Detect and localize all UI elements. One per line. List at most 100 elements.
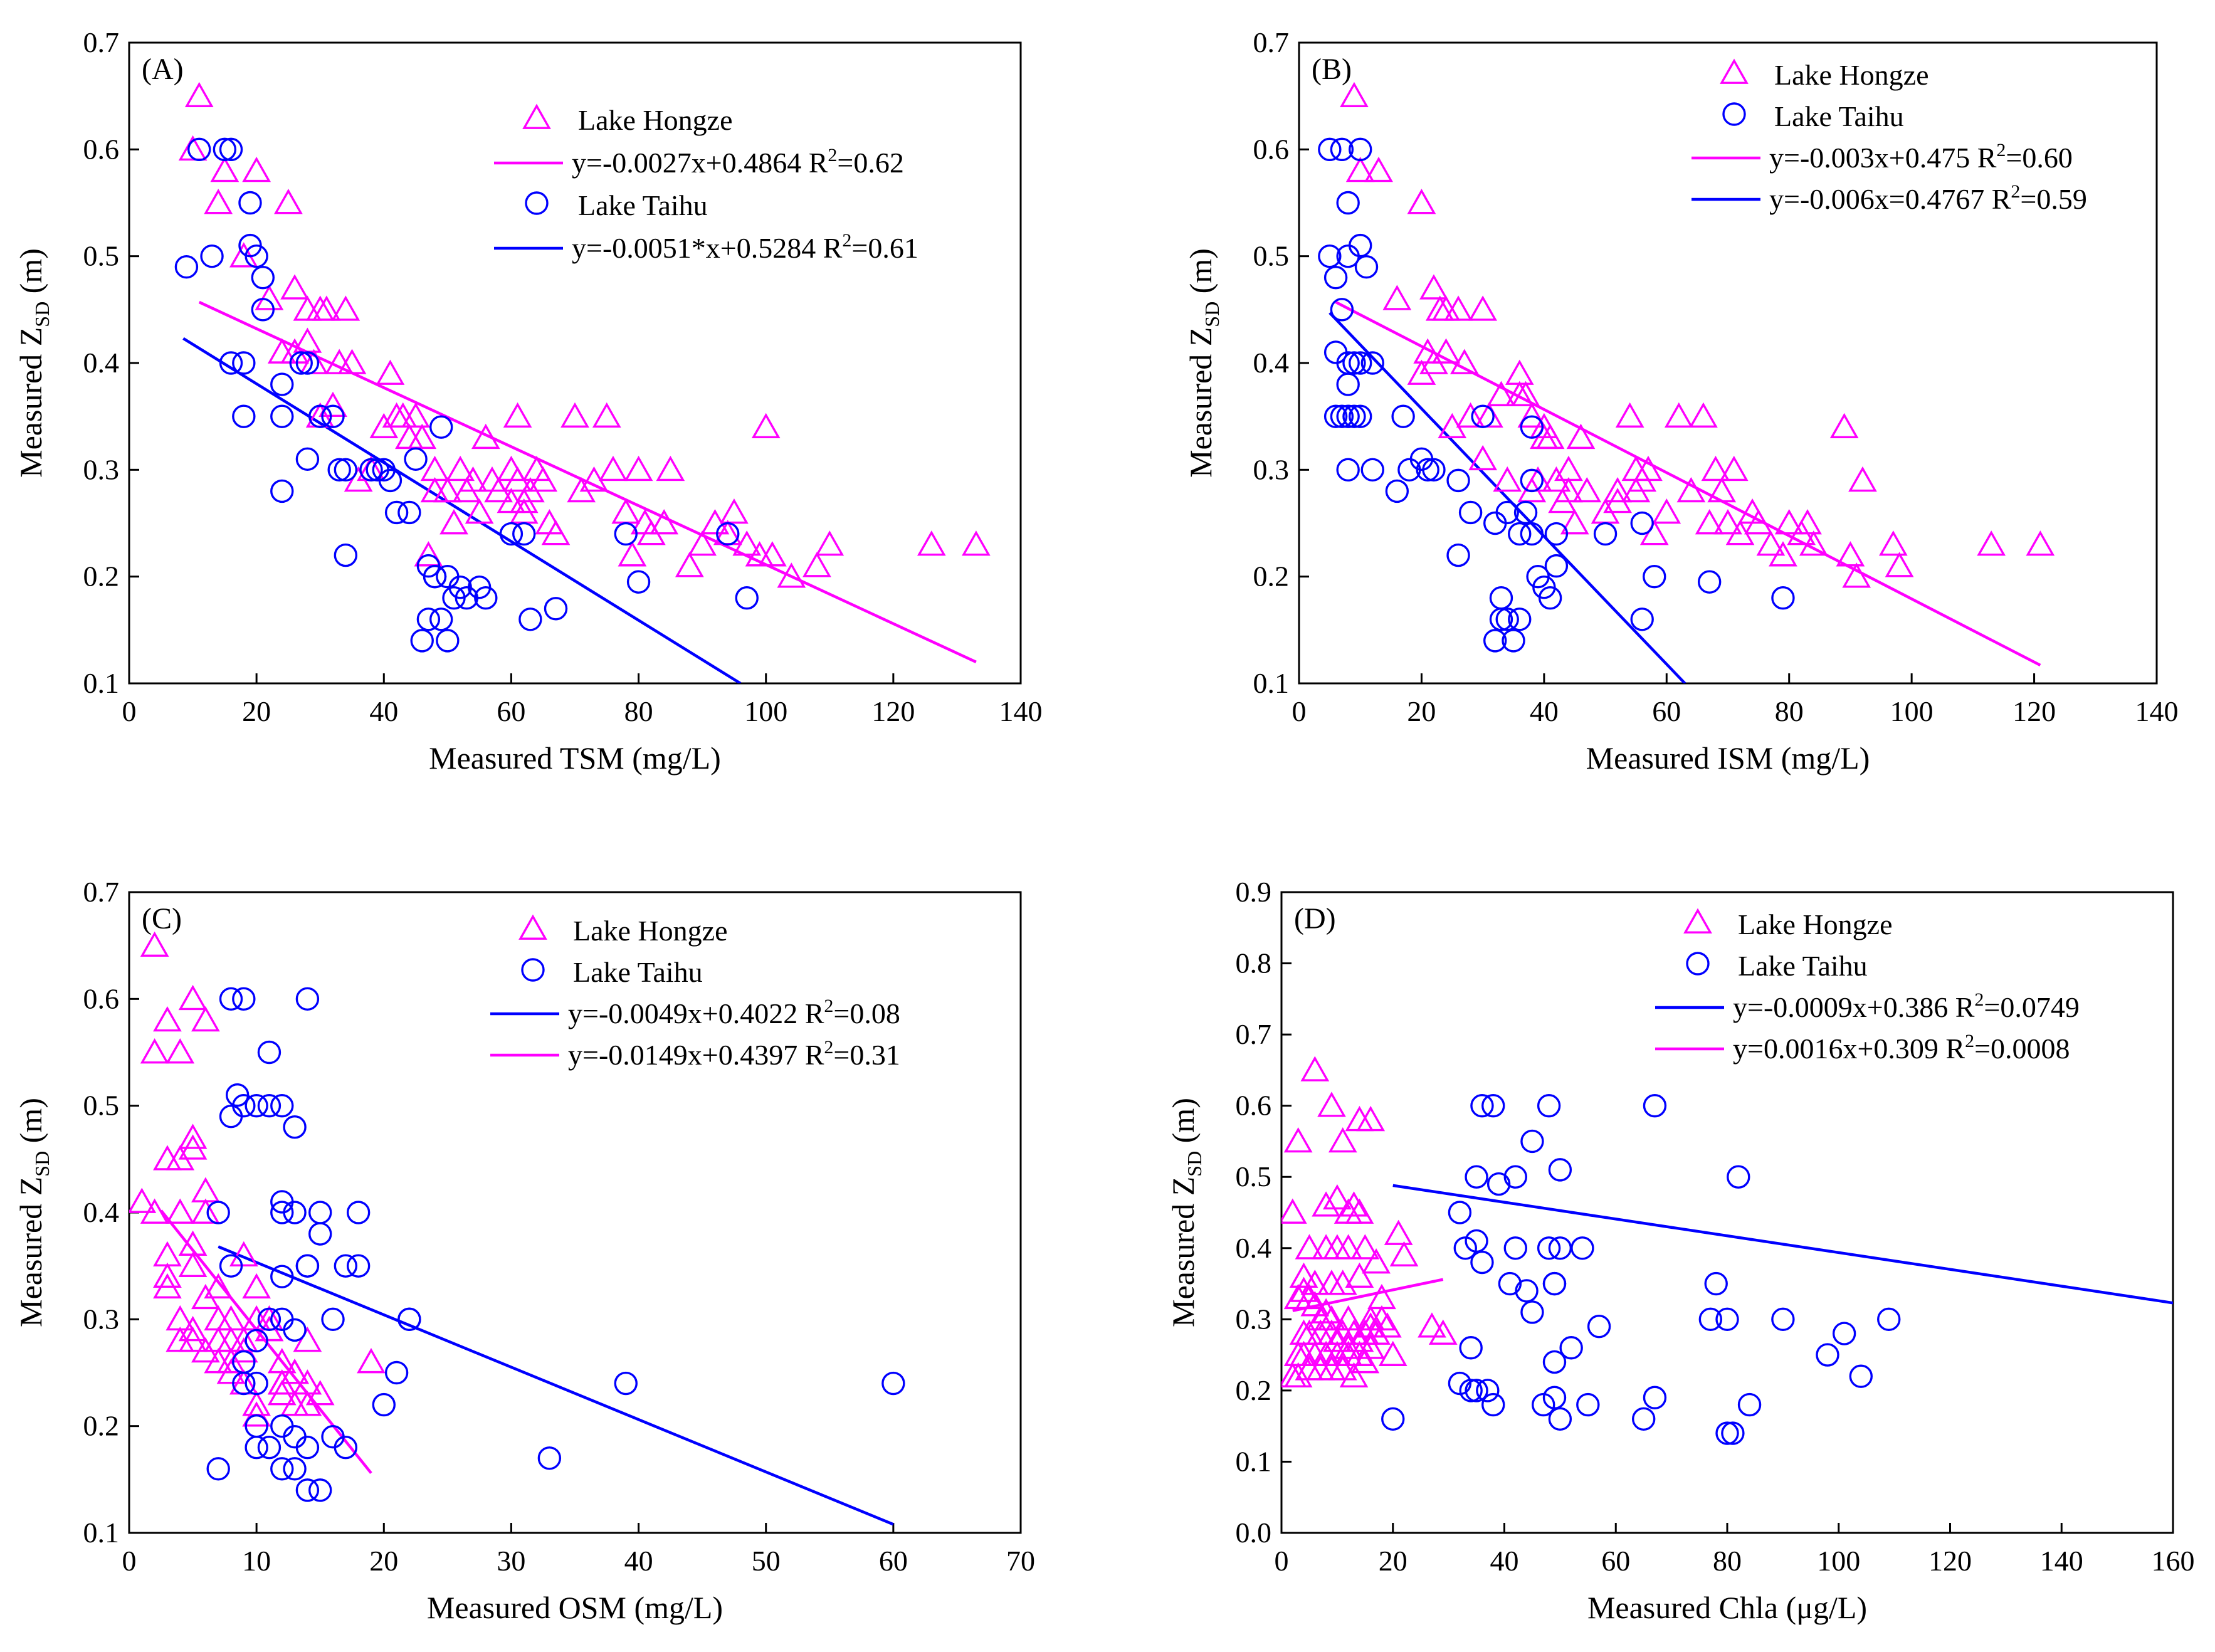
- data-point-triangle: [1328, 1355, 1357, 1381]
- data-point-circle: [251, 266, 275, 290]
- y-tick-label: 0.6: [1253, 133, 1290, 165]
- data-point-circle: [1481, 1392, 1505, 1417]
- x-tick-label: 140: [2040, 1545, 2083, 1577]
- data-point-triangle: [153, 1241, 182, 1266]
- legend-label: y=-0.003x+0.475 R2=0.60: [1769, 140, 2073, 174]
- y-axis-label-unit: (m): [13, 1098, 48, 1151]
- data-point-circle: [1631, 1407, 1656, 1431]
- data-point-triangle: [1878, 530, 1908, 556]
- legend-label: y=-0.0009x+0.386 R2=0.0749: [1733, 989, 2080, 1023]
- data-point-triangle: [1695, 509, 1724, 535]
- fit-line: [1328, 312, 1686, 683]
- data-point-triangle: [1407, 189, 1436, 214]
- x-tick-label: 40: [1530, 695, 1559, 727]
- data-layer: [1318, 82, 2055, 683]
- x-axis-label: Measured Chla (μg/L): [1587, 1590, 1867, 1625]
- data-point-circle: [1542, 1386, 1567, 1409]
- data-point-circle: [219, 987, 243, 1011]
- data-point-circle: [1520, 415, 1544, 439]
- data-point-triangle: [458, 466, 488, 492]
- data-point-triangle: [1505, 359, 1534, 385]
- data-point-circle: [1508, 608, 1532, 631]
- data-point-triangle: [802, 552, 831, 577]
- data-point-circle: [1520, 468, 1544, 493]
- data-point-triangle: [325, 349, 354, 374]
- data-point-circle: [1323, 266, 1348, 290]
- y-tick-label: 0.9: [1236, 876, 1272, 908]
- data-point-triangle: [293, 1391, 322, 1416]
- x-tick-label: 120: [871, 695, 915, 727]
- y-tick-label: 0.3: [1236, 1303, 1272, 1335]
- data-point-triangle: [1848, 466, 1877, 492]
- x-tick-label: 100: [744, 695, 787, 727]
- data-point-circle: [1576, 1392, 1600, 1417]
- data-point-circle: [270, 1457, 294, 1481]
- x-tick-label: 120: [1928, 1545, 1972, 1577]
- data-point-circle: [1360, 458, 1384, 482]
- data-point-triangle: [280, 1359, 309, 1384]
- x-tick-label: 60: [879, 1545, 908, 1577]
- data-point-circle: [245, 1436, 268, 1460]
- data-point-circle: [397, 500, 421, 525]
- data-point-triangle: [1744, 509, 1773, 535]
- data-point-triangle: [191, 1198, 220, 1224]
- data-point-triangle: [1842, 562, 1871, 588]
- legend-equation-tail: =0.31: [833, 1039, 900, 1071]
- legend-equation: y=-0.003x+0.475 R: [1769, 142, 1997, 174]
- x-tick-label: 0: [122, 1545, 137, 1577]
- data-point-triangle: [204, 189, 233, 214]
- data-point-triangle: [129, 1187, 157, 1213]
- data-point-triangle: [1367, 1283, 1396, 1310]
- data-point-triangle: [1560, 509, 1589, 535]
- data-point-circle: [499, 522, 523, 546]
- data-point-circle: [308, 1478, 332, 1502]
- data-point-triangle: [1554, 476, 1583, 503]
- legend-label: y=-0.0027x+0.4864 R2=0.62: [572, 145, 904, 179]
- data-point-circle: [1643, 1093, 1667, 1118]
- x-tick-label: 40: [1490, 1545, 1519, 1577]
- data-point-triangle: [1283, 1362, 1313, 1388]
- data-point-triangle: [280, 274, 309, 300]
- data-point-circle: [238, 233, 262, 258]
- data-point-circle: [1465, 1379, 1488, 1402]
- data-point-triangle: [1486, 381, 1516, 406]
- data-point-triangle: [1505, 381, 1534, 406]
- data-point-circle: [238, 191, 262, 215]
- data-point-circle: [1470, 1093, 1494, 1118]
- x-tick-label: 50: [752, 1545, 781, 1577]
- legend-label: Lake Taihu: [1774, 100, 1904, 132]
- data-point-circle: [1643, 1386, 1667, 1409]
- y-tick-label: 0.4: [1253, 347, 1290, 379]
- data-point-triangle: [592, 402, 621, 428]
- x-tick-label: 0: [122, 695, 137, 727]
- data-point-triangle: [1689, 402, 1718, 428]
- legend-equation-tail: =0.60: [2006, 142, 2072, 174]
- data-point-circle: [232, 351, 256, 375]
- y-axis-label-subscript: SD: [1201, 302, 1223, 327]
- y-axis-label-unit: (m): [13, 248, 48, 302]
- data-point-triangle: [1664, 402, 1693, 428]
- data-point-triangle: [191, 1177, 220, 1202]
- y-tick-label: 0.6: [83, 982, 120, 1014]
- data-point-circle: [1548, 1158, 1572, 1182]
- data-point-triangle: [1300, 1056, 1330, 1081]
- data-point-circle: [1446, 543, 1470, 567]
- data-point-circle: [1542, 1271, 1567, 1296]
- data-point-circle: [1471, 404, 1495, 428]
- x-tick-label: 40: [369, 695, 398, 727]
- data-point-triangle: [1676, 476, 1706, 503]
- data-point-triangle: [1836, 541, 1865, 567]
- x-tick-label: 0: [1275, 1545, 1289, 1577]
- data-point-triangle: [153, 1006, 182, 1032]
- y-tick-label: 0.2: [83, 560, 120, 592]
- data-point-triangle: [1345, 156, 1375, 182]
- legend-equation-tail: =0.0008: [1974, 1033, 2070, 1065]
- y-tick-label: 0.6: [1236, 1090, 1272, 1122]
- data-point-triangle: [720, 498, 749, 524]
- data-point-circle: [1537, 1093, 1561, 1118]
- data-point-circle: [289, 351, 313, 375]
- data-point-circle: [1697, 570, 1722, 594]
- data-point-circle: [245, 1093, 268, 1118]
- legend-equation: y=-0.0051*x+0.5284 R: [572, 232, 843, 264]
- data-point-circle: [1559, 1336, 1583, 1360]
